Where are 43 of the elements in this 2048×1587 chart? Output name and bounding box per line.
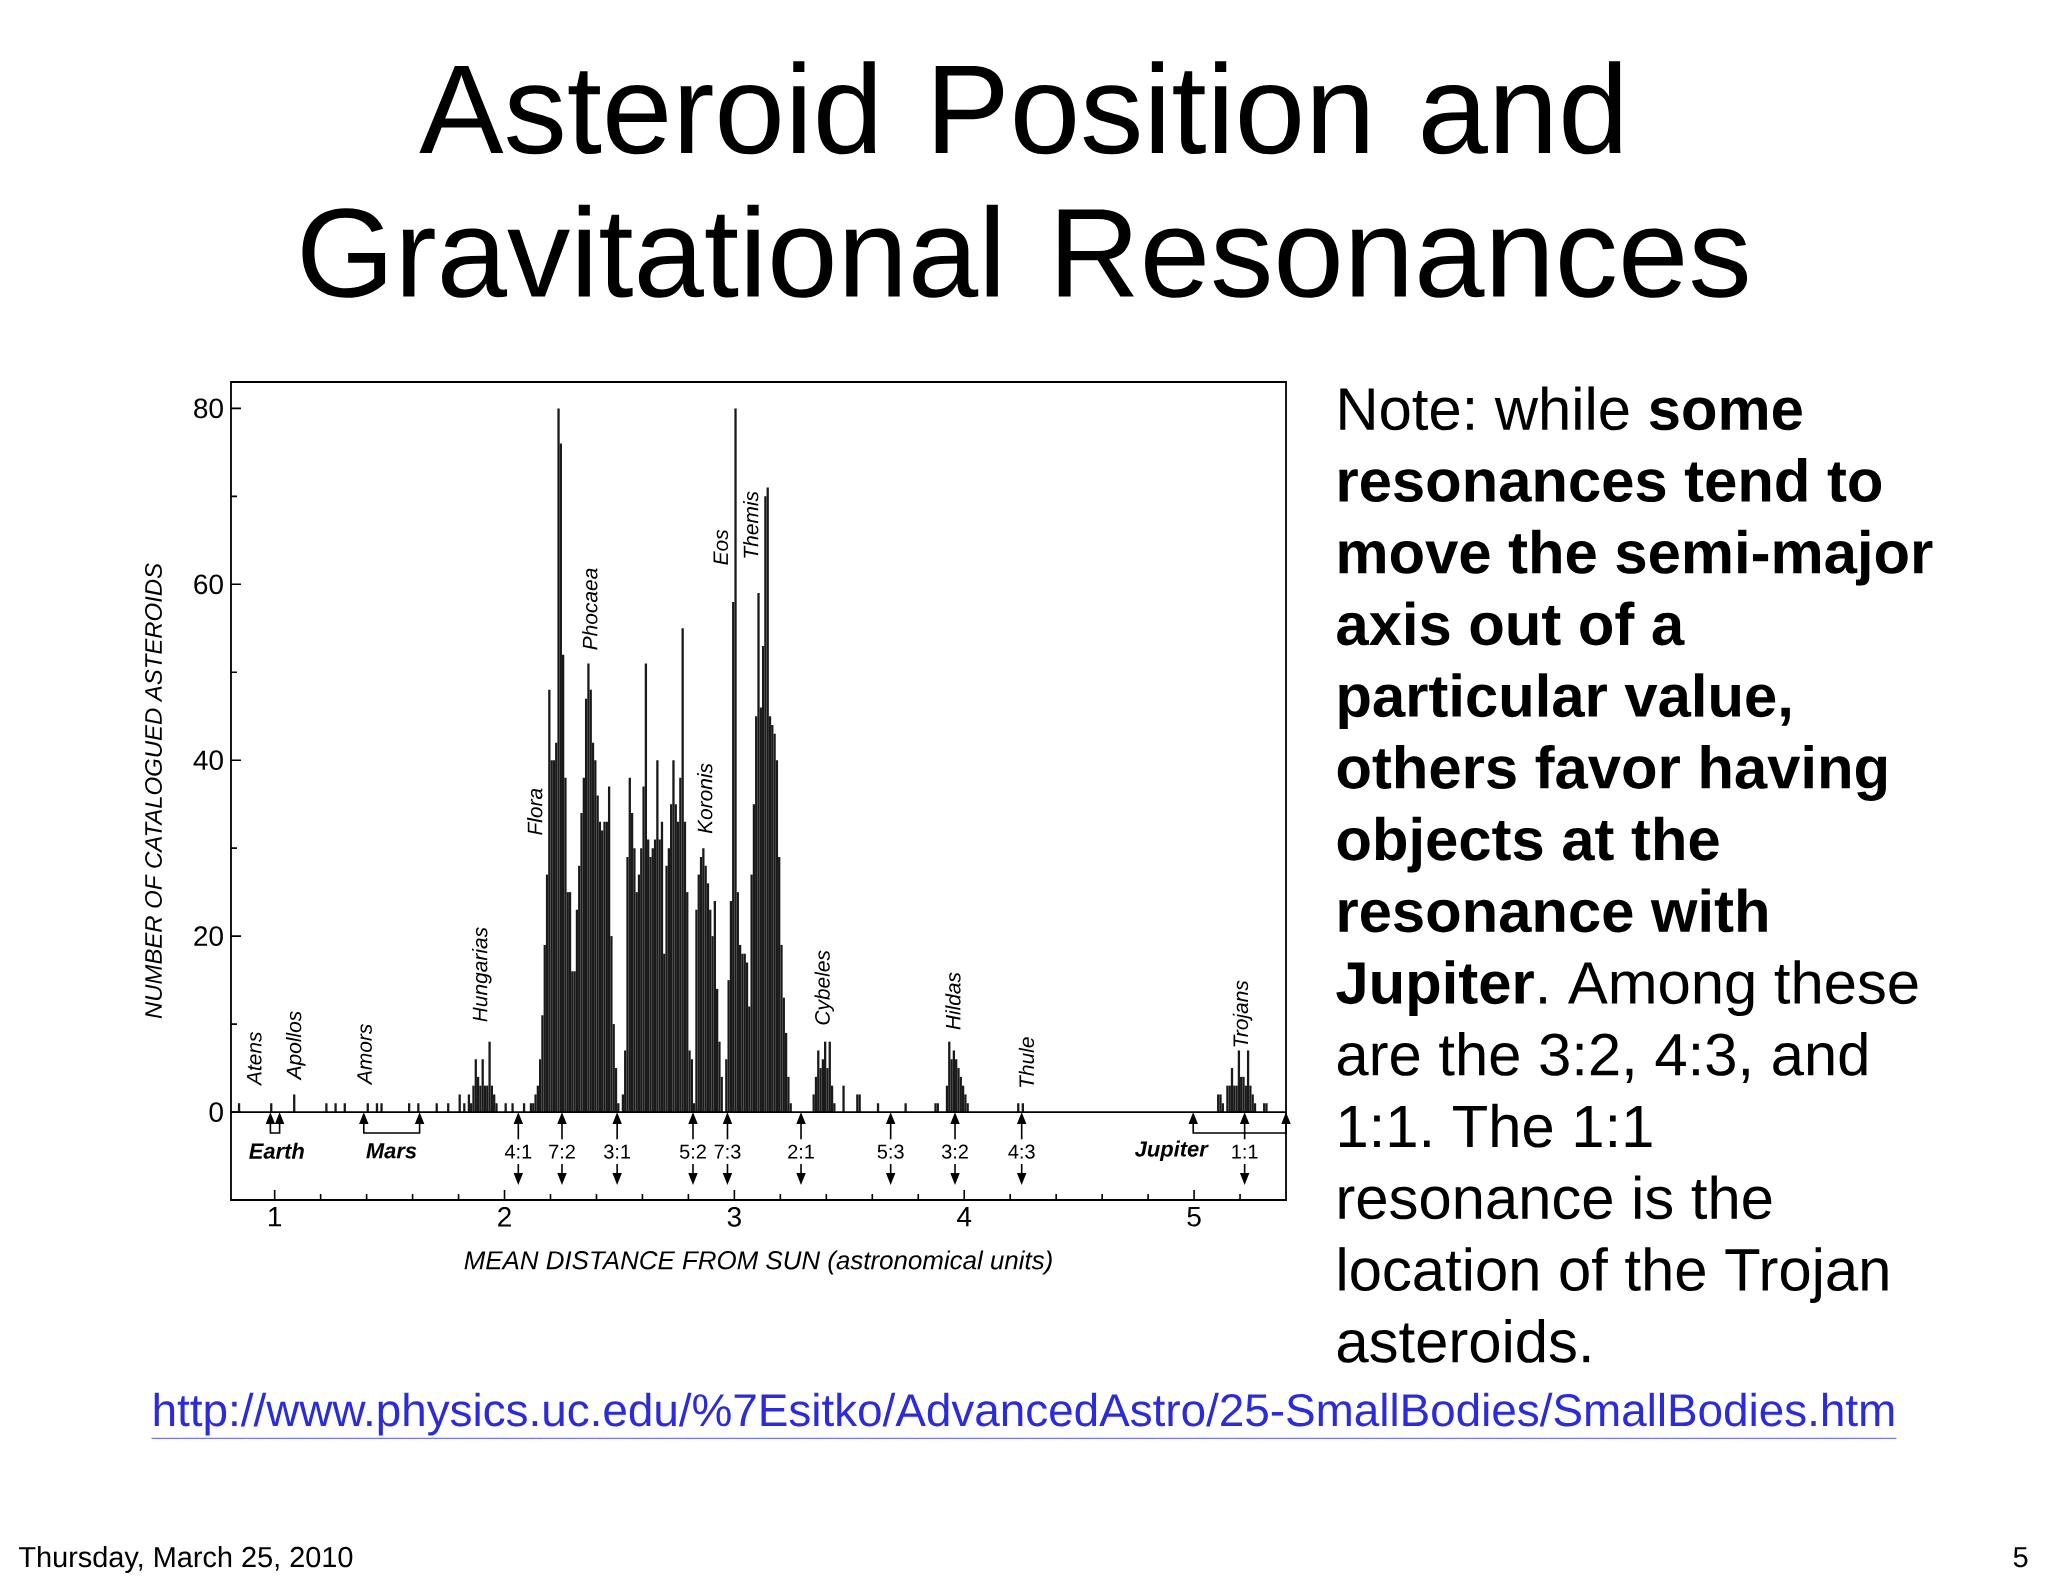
x-tick-label: 3 — [727, 1207, 741, 1227]
annotation: Earth — [249, 1142, 304, 1159]
annotation: Flora — [527, 788, 543, 835]
x-tick-label: 5 — [1187, 1207, 1201, 1227]
y-tick-label: 80 — [194, 398, 223, 419]
y-tick-label: 40 — [193, 750, 223, 771]
annotation: 1:1 — [1232, 1144, 1258, 1159]
annotation: 4:3 — [1008, 1144, 1035, 1159]
annotation: 7:2 — [549, 1144, 575, 1159]
text: Note: while some resonances tend to move the semi-major axis out of a particular value, others favor having objects at the resonance with Jupiter. Among these are the 3:2, 4:3, and 1:1. The 1:1 resonance is the location of the Trojan asteroids. — [1336, 386, 1933, 1363]
x-tick-label: 2 — [498, 1207, 511, 1227]
annotation: 3:1 — [604, 1144, 631, 1159]
annotation: 7:3 — [714, 1144, 741, 1159]
annotation: Mars — [366, 1143, 417, 1159]
y-tick-label: 60 — [194, 574, 223, 595]
annotation: Atens — [247, 1031, 262, 1087]
annotation: Thule — [1018, 1037, 1035, 1087]
y-tick-label: 20 — [194, 926, 223, 947]
x-tick-label: 4 — [957, 1207, 972, 1227]
annotation: Hungarias — [472, 927, 492, 1022]
annotation: Hildas — [945, 972, 961, 1030]
annotation: Phocaea — [582, 568, 598, 650]
text: Thursday, March 25, 2010 — [19, 1546, 353, 1573]
annotation: 3:2 — [941, 1144, 968, 1159]
annotation: Koronis — [697, 763, 713, 834]
text: 5 — [2013, 1547, 2028, 1568]
x-tick-label: 1 — [269, 1207, 282, 1227]
y-tick-label: 0 — [209, 1102, 223, 1122]
annotation: 2:1 — [788, 1144, 814, 1159]
annotation: Amors — [357, 1024, 372, 1086]
annotation: Apollos — [285, 1011, 306, 1081]
annotation: 5:3 — [877, 1144, 904, 1159]
text: http://www.physics.uc.edu/%7Esitko/AdvancedAstro/25-SmallBodies/SmallBodies.htm — [154, 1392, 1894, 1436]
annotation: Trojans — [1232, 980, 1253, 1047]
annotation: Cybeles — [814, 950, 834, 1025]
annotation: 4:1 — [504, 1144, 532, 1159]
chart-title: Asteroid Position and Gravitational Resonances — [302, 61, 1748, 298]
annotation: Eos — [713, 529, 729, 565]
annotation: 5:2 — [679, 1144, 706, 1159]
y-axis-title: NUMBER OF CATALOGUED ASTEROIDS — [145, 563, 162, 1019]
x-axis-title: MEAN DISTANCE FROM SUN (astronomical units) — [464, 1250, 1052, 1275]
annotation: Themis — [743, 491, 759, 558]
annotation: Jupiter — [1134, 1140, 1209, 1161]
